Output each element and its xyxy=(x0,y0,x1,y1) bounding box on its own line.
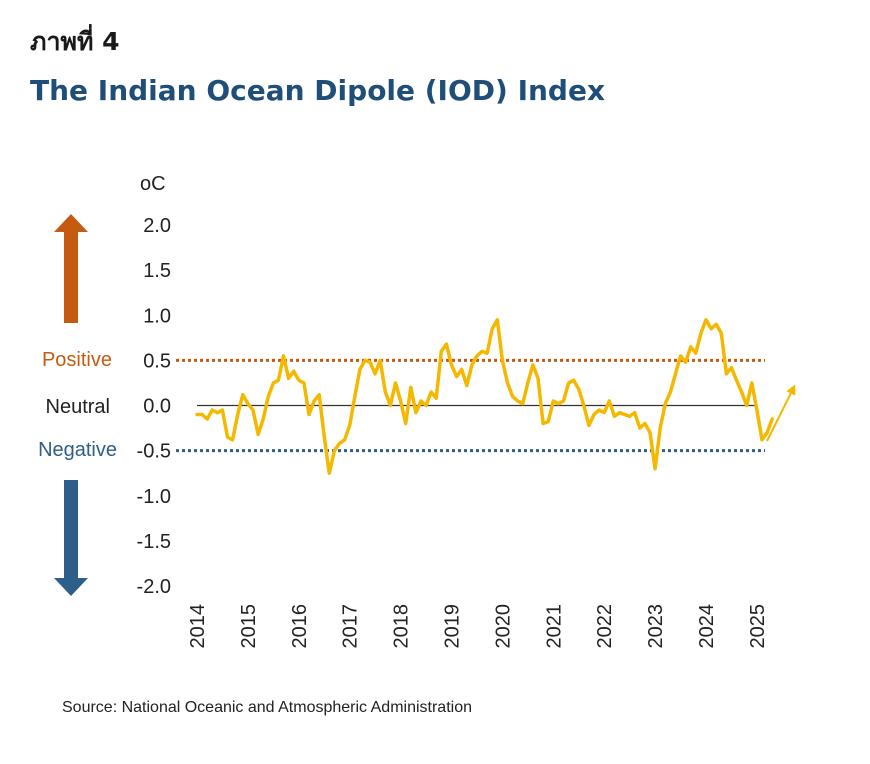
figure-label: ภาพที่ 4 xyxy=(30,27,120,56)
trend-arrow-icon xyxy=(766,384,796,442)
x-tick-label: 2025 xyxy=(747,604,769,649)
y-tick-label: 1.0 xyxy=(143,305,171,327)
x-axis-ticks: 2014 2015 2016 2017 2018 2019 2020 2021 2022 2023… xyxy=(187,604,769,649)
positive-arrow-icon xyxy=(54,214,88,323)
x-tick-label: 2014 xyxy=(187,604,209,649)
y-tick-label: 0.5 xyxy=(143,350,171,372)
x-tick-label: 2023 xyxy=(645,604,667,649)
reference-lines xyxy=(176,358,765,453)
series-line-iod xyxy=(195,318,774,475)
x-tick-label: 2019 xyxy=(442,604,464,649)
y-tick-label: 2.0 xyxy=(143,215,171,237)
y-tick-label: 0.0 xyxy=(143,396,171,418)
neutral-label: Neutral xyxy=(46,396,110,418)
x-tick-label: 2020 xyxy=(492,604,514,649)
x-tick-label: 2015 xyxy=(238,604,260,649)
x-tick-label: 2021 xyxy=(543,604,565,649)
x-tick-label: 2022 xyxy=(594,604,616,649)
x-tick-label: 2024 xyxy=(696,604,718,649)
x-tick-label: 2017 xyxy=(340,604,362,649)
source-note: Source: National Oceanic and Atmospheric… xyxy=(62,699,472,716)
y-tick-label: -2.0 xyxy=(137,576,171,598)
positive-label: Positive xyxy=(42,349,112,371)
y-tick-label: -1.5 xyxy=(137,531,171,553)
y-tick-label: -0.5 xyxy=(137,441,171,463)
x-tick-label: 2018 xyxy=(391,604,413,649)
chart-title: The Indian Ocean Dipole (IOD) Index xyxy=(30,74,606,107)
negative-label: Negative xyxy=(38,439,117,461)
y-tick-label: -1.0 xyxy=(137,486,171,508)
y-axis-ticks: 2.0 1.5 1.0 0.5 0.0 -0.5 -1.0 -1.5 -2.0 xyxy=(137,215,171,598)
series-group xyxy=(195,318,774,475)
unit-label: oC xyxy=(140,173,166,195)
negative-arrow-icon xyxy=(54,480,88,596)
y-tick-label: 1.5 xyxy=(143,260,171,282)
x-tick-label: 2016 xyxy=(289,604,311,649)
